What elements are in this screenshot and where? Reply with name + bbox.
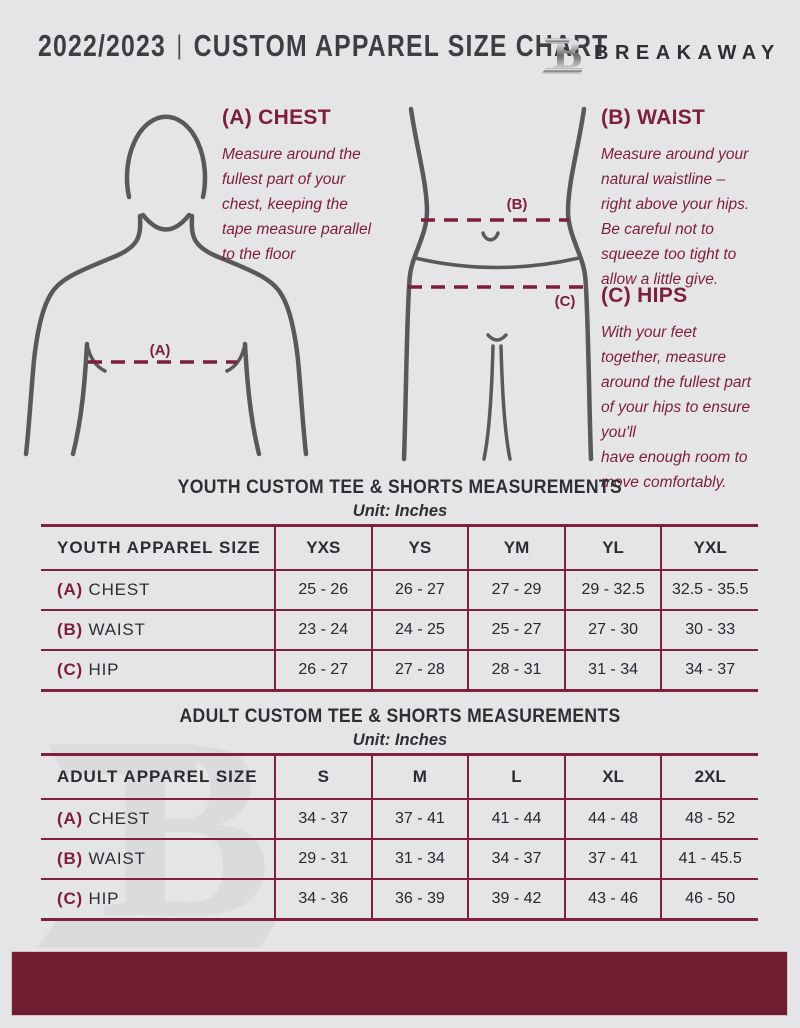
size-cell: 46 - 50 [660,879,758,920]
size-cell: 27 - 28 [370,650,469,691]
adult-table-subtitle: Unit: Inches [352,731,448,749]
size-cell: 31 - 34 [370,839,469,879]
left-shoulder-arm [23,213,143,457]
right-shoulder-arm [189,213,309,457]
size-column-header: YM [467,525,565,570]
row-label-cell: (C) HIP [57,889,120,908]
table-header-row: ADULT APPAREL SIZE S M L XL 2XL [41,754,758,799]
table-header-row: YOUTH APPAREL SIZE YXS YS YM YL YXL [41,525,758,570]
hips-instruction: (C) HIPS With your feet together, measur… [601,284,799,495]
size-column-header: L [467,754,565,799]
left-torso-leg [401,106,430,462]
adult-size-table: ADULT APPAREL SIZE S M L XL 2XL (A) CHES… [41,753,758,921]
chest-instruction-text: Measure around the fullest part of your … [222,146,372,263]
table-row: (C) HIP 34 - 36 36 - 39 39 - 42 43 - 46 … [41,879,758,920]
size-cell: 32.5 - 35.5 [660,570,758,610]
crotch-curve [486,333,508,342]
size-cell: 34 - 37 [274,799,372,839]
chest-measure-label: (A) [150,342,171,359]
hips-instruction-heading: (C) HIPS [601,284,688,307]
chest-diagram: (A) [23,114,309,457]
right-inner-leg [499,344,512,461]
hips-instruction-text: With your feet together, measure around … [601,324,751,491]
size-cell: 34 - 37 [467,839,565,879]
left-inner-leg [482,344,495,461]
table-row: (C) HIP 26 - 27 27 - 28 28 - 31 31 - 34 … [41,650,758,691]
size-cell: 29 - 31 [274,839,372,879]
head-outline [124,114,208,200]
youth-table-subtitle: Unit: Inches [352,502,448,520]
footer-bar [11,951,788,1016]
chest-instruction: (A) CHEST Measure around the fullest par… [222,106,422,267]
size-cell: 41 - 44 [467,799,565,839]
size-column-header: YS [370,525,469,570]
size-cell: 43 - 46 [563,879,662,920]
size-column-header: XL [563,754,662,799]
left-inner-arm [70,341,90,457]
chest-instruction-heading: (A) CHEST [222,106,331,129]
adult-table-title: ADULT CUSTOM TEE & SHORTS MEASUREMENTS [179,705,621,727]
row-label-cell: (C) HIP [57,660,120,679]
size-column-header: M [370,754,469,799]
row-label-cell: (A) CHEST [57,580,151,599]
waist-hip-diagram: (B) (C) [401,106,594,462]
hip-measure-label: (C) [555,293,576,310]
right-inner-arm [242,341,262,457]
size-cell: 44 - 48 [563,799,662,839]
table-row: (A) CHEST 34 - 37 37 - 41 41 - 44 44 - 4… [41,799,758,839]
page-title: 2022/2023 | CUSTOM APPAREL SIZE CHART [38,28,751,64]
chin-outline [140,212,192,232]
row-label-cell: (B) WAIST [57,620,146,639]
size-cell: 41 - 45.5 [660,839,758,879]
size-cell: 48 - 52 [660,799,758,839]
size-cell: 25 - 27 [467,610,565,650]
size-column-header: S [274,754,372,799]
title-separator: | [176,30,184,60]
breakaway-logo-icon [541,27,584,78]
right-armpit-crease [225,346,246,373]
row-label-cell: (B) WAIST [57,849,146,868]
title-year: 2022/2023 [38,28,167,63]
size-column-header: YL [563,525,662,570]
size-cell: 26 - 27 [274,650,372,691]
size-cell: 39 - 42 [467,879,565,920]
waist-instruction-heading: (B) WAIST [601,106,706,129]
brand-name: BREAKAWAY [594,42,781,64]
size-cell: 23 - 24 [274,610,372,650]
youth-size-table: YOUTH APPAREL SIZE YXS YS YM YL YXL (A) … [41,524,758,692]
waist-instruction: (B) WAIST Measure around your natural wa… [601,106,796,292]
size-cell: 31 - 34 [563,650,662,691]
table-row: (B) WAIST 29 - 31 31 - 34 34 - 37 37 - 4… [41,839,758,879]
waist-measure-label: (B) [507,196,528,213]
size-cell: 27 - 30 [563,610,662,650]
size-label-cell: ADULT APPAREL SIZE [57,767,258,786]
left-armpit-crease [86,346,107,373]
size-cell: 26 - 27 [370,570,469,610]
size-column-header: 2XL [660,754,758,799]
waist-instruction-text: Measure around your natural waistline – … [601,146,750,288]
title-text: CUSTOM APPAREL SIZE CHART [193,28,609,63]
size-column-header: YXS [274,525,372,570]
size-cell: 27 - 29 [467,570,565,610]
right-torso-leg [565,106,594,462]
size-label-cell: YOUTH APPAREL SIZE [57,538,261,557]
size-column-header: YXL [660,525,758,570]
size-cell: 24 - 25 [370,610,469,650]
table-row: (A) CHEST 25 - 26 26 - 27 27 - 29 29 - 3… [41,570,758,610]
youth-table-title: YOUTH CUSTOM TEE & SHORTS MEASUREMENTS [177,476,623,498]
size-cell: 29 - 32.5 [563,570,662,610]
size-cell: 34 - 37 [660,650,758,691]
size-cell: 28 - 31 [467,650,565,691]
row-label-cell: (A) CHEST [57,809,151,828]
size-cell: 34 - 36 [274,879,372,920]
table-row: (B) WAIST 23 - 24 24 - 25 25 - 27 27 - 3… [41,610,758,650]
size-cell: 36 - 39 [370,879,469,920]
size-cell: 37 - 41 [563,839,662,879]
size-cell: 37 - 41 [370,799,469,839]
size-cell: 25 - 26 [274,570,372,610]
size-cell: 30 - 33 [660,610,758,650]
hip-curve [413,256,581,270]
navel [481,231,500,242]
